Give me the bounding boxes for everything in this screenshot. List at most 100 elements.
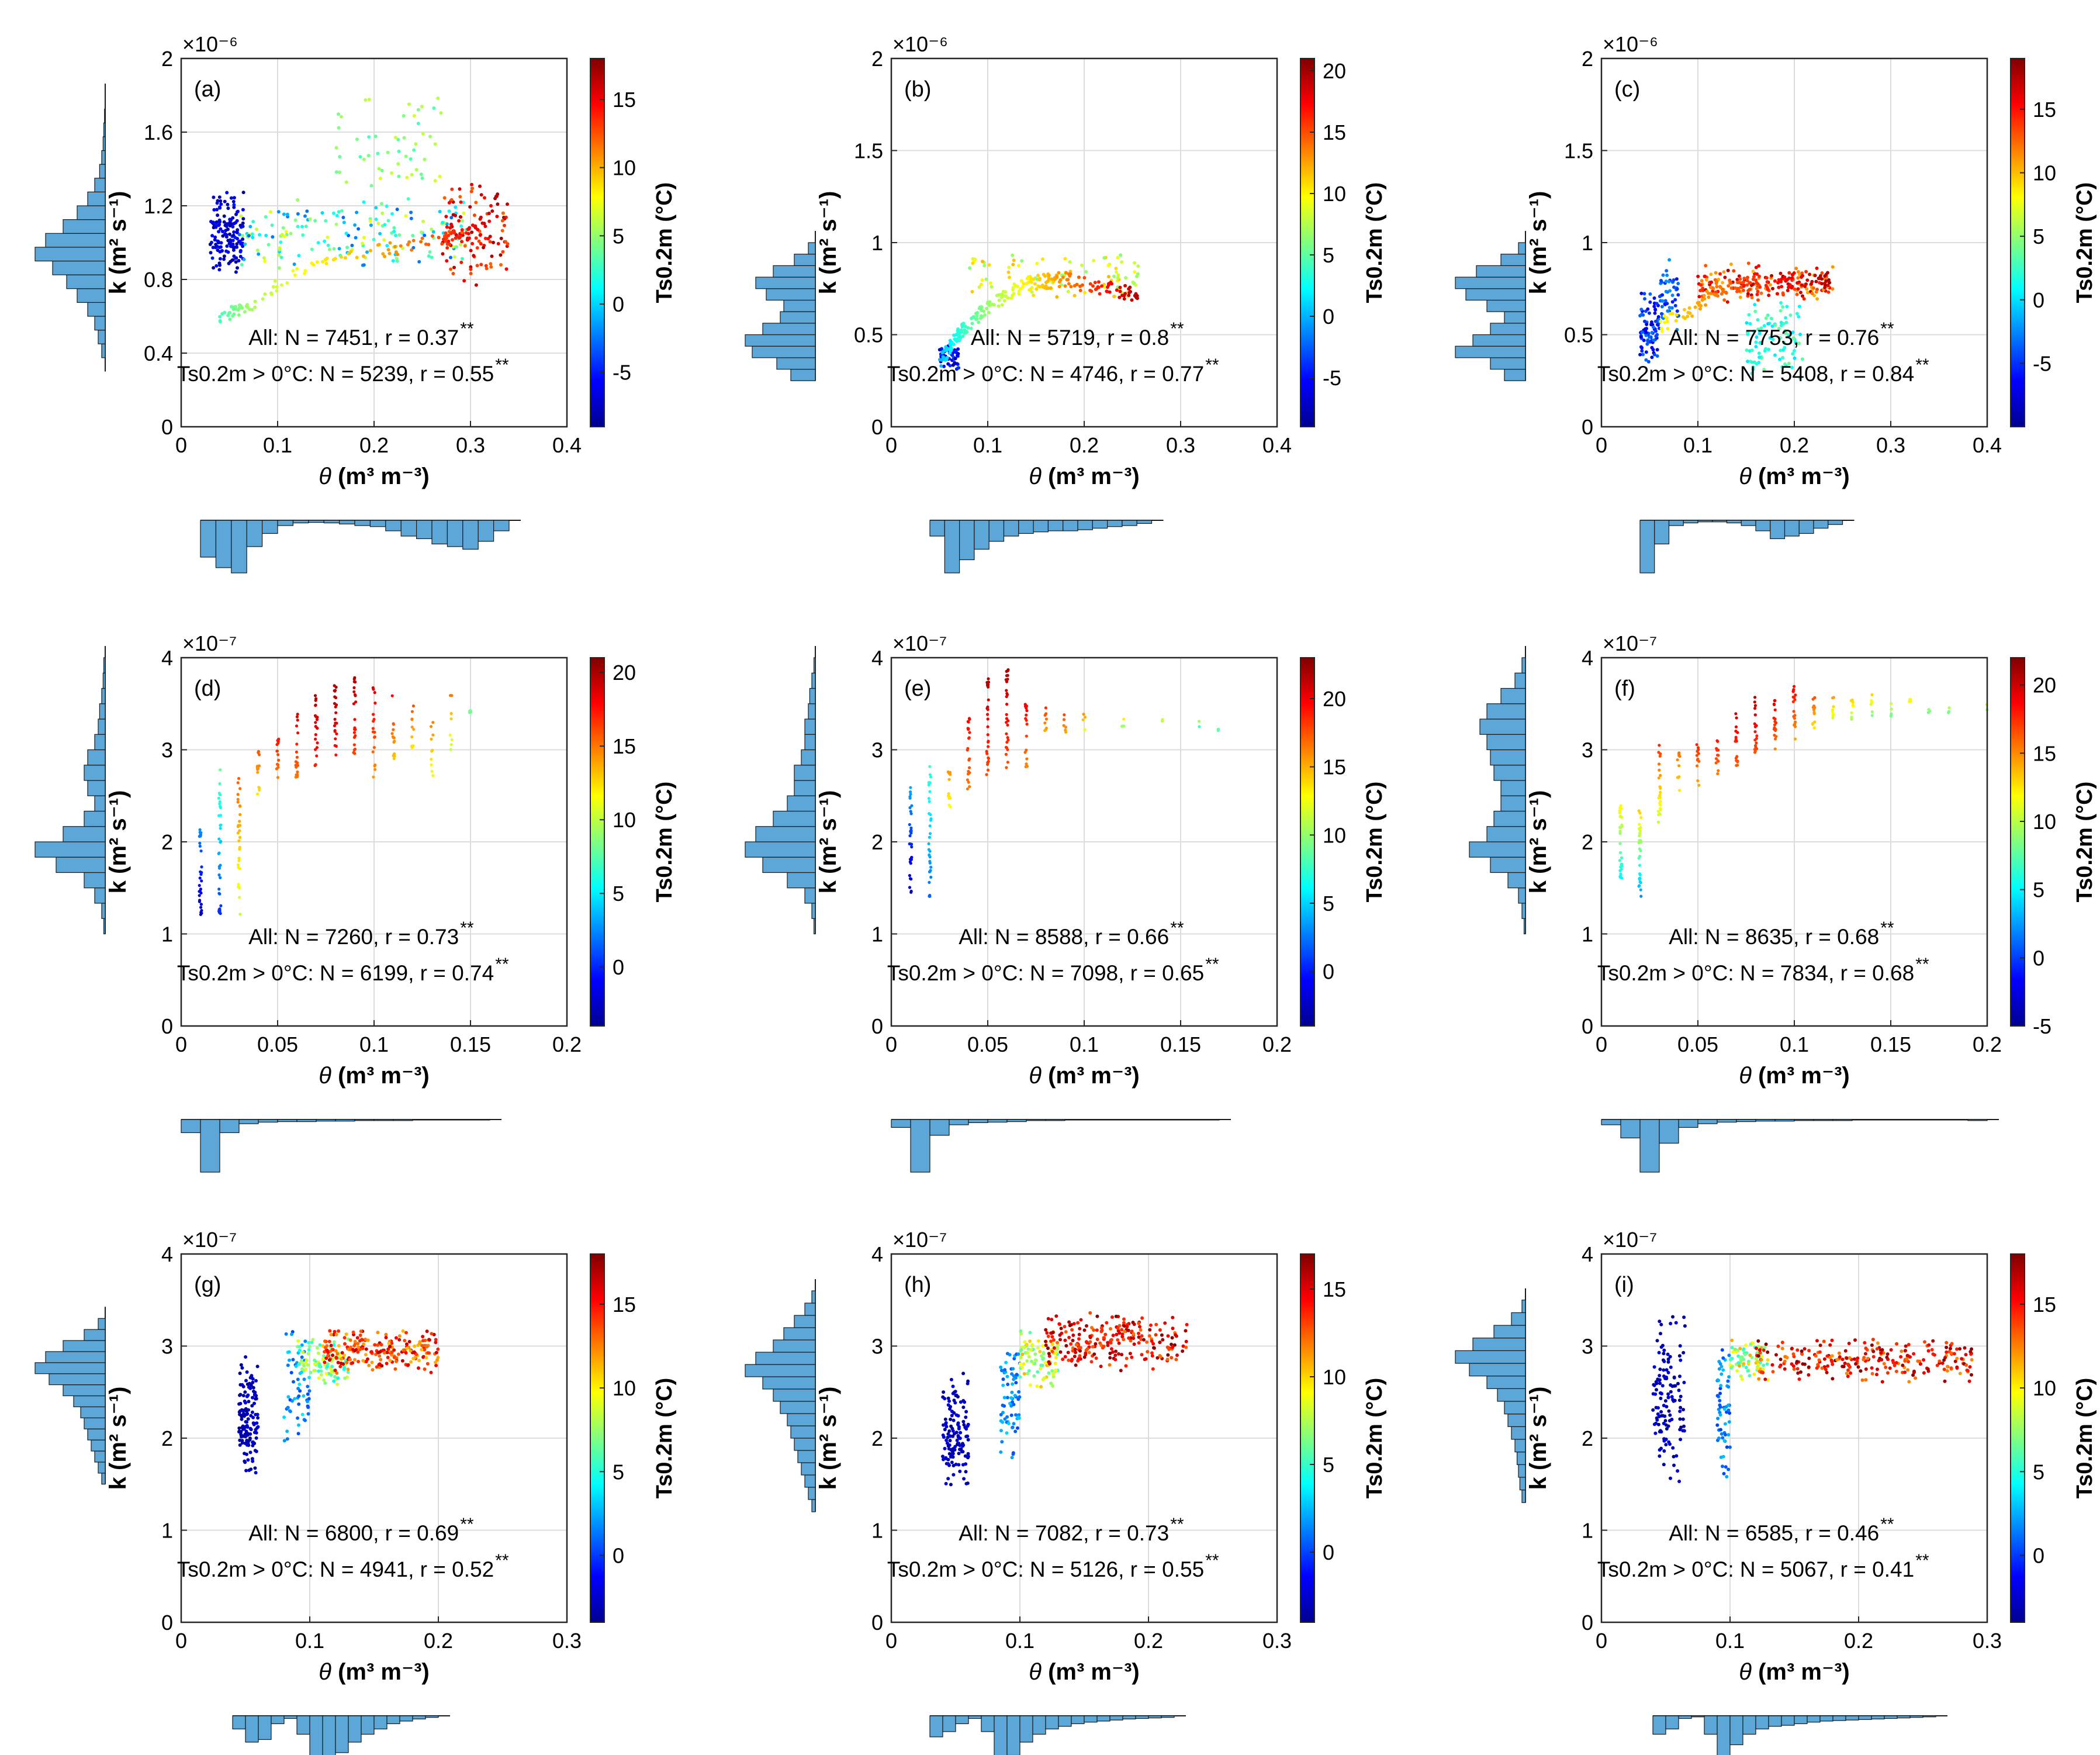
data-point — [1745, 330, 1749, 334]
data-point — [317, 1376, 321, 1380]
x-histogram-bar — [1639, 1119, 1660, 1173]
data-point — [1746, 275, 1749, 279]
data-point — [1054, 1314, 1058, 1318]
data-point — [986, 300, 990, 304]
y-tick-label: 1 — [1582, 231, 1593, 255]
data-point — [1797, 1377, 1801, 1381]
data-point — [403, 1339, 407, 1343]
data-point — [1704, 278, 1708, 282]
y-histogram-bar — [1490, 357, 1526, 370]
data-point — [277, 266, 281, 270]
data-point — [1025, 1350, 1029, 1355]
y-histogram-bar — [98, 718, 106, 735]
data-point — [392, 1348, 396, 1352]
x-histogram-bar — [1832, 1119, 1853, 1121]
data-point — [1618, 811, 1621, 814]
data-point — [232, 205, 236, 209]
data-point — [1618, 807, 1622, 810]
data-point — [937, 348, 942, 352]
data-point — [1748, 322, 1752, 326]
data-point — [329, 1370, 333, 1374]
colorbar-tick-label: 0 — [613, 292, 624, 316]
data-point — [1682, 1315, 1686, 1319]
data-point — [960, 324, 964, 329]
x-tick-label: 0 — [1596, 1629, 1607, 1653]
data-point — [1791, 352, 1795, 356]
colorbar-tick-label: 0 — [1323, 1540, 1334, 1564]
x-histogram-bar — [1096, 1715, 1110, 1722]
data-point — [297, 1394, 301, 1398]
data-point — [1044, 1339, 1048, 1343]
data-point — [1797, 315, 1801, 319]
x-histogram-bar — [277, 1119, 297, 1122]
stats-all: All: N = 7260, r = 0.73 — [248, 925, 459, 949]
y-histogram-bar — [790, 368, 816, 381]
panel-label: (f) — [1614, 676, 1635, 701]
x-axis-label: θ (m³ m⁻³) — [1739, 1659, 1849, 1685]
data-point — [219, 814, 223, 817]
data-point — [1118, 1324, 1122, 1328]
data-point — [1812, 711, 1816, 714]
data-point — [1039, 1363, 1043, 1367]
data-point — [1909, 700, 1912, 703]
data-point — [1700, 279, 1704, 283]
data-point — [313, 694, 317, 697]
data-point — [1028, 1339, 1032, 1343]
colorbar-tick-label: 0 — [613, 955, 624, 979]
data-point — [1734, 1350, 1738, 1354]
data-point — [406, 1363, 410, 1367]
data-point — [294, 764, 297, 767]
data-point — [327, 1339, 331, 1343]
data-point — [1817, 1358, 1821, 1362]
data-point — [1108, 1356, 1112, 1360]
data-point — [1670, 300, 1675, 304]
data-point — [1755, 292, 1759, 296]
data-point — [225, 191, 229, 195]
colorbar-tick-label: 15 — [2033, 741, 2056, 765]
data-point — [999, 1450, 1003, 1454]
data-point — [1766, 287, 1770, 291]
data-point — [1743, 1352, 1747, 1356]
data-point — [424, 1343, 428, 1348]
data-point — [1715, 285, 1719, 289]
data-point — [1033, 282, 1037, 286]
data-point — [1074, 1350, 1078, 1355]
data-point — [1822, 1339, 1826, 1343]
data-point — [1027, 1355, 1031, 1359]
x-axis-label: θ (m³ m⁻³) — [319, 464, 429, 489]
data-point — [1800, 271, 1804, 275]
data-point — [967, 758, 971, 762]
data-point — [1127, 293, 1131, 298]
data-point — [1005, 732, 1008, 735]
data-point — [342, 1336, 347, 1340]
data-point — [951, 1384, 955, 1388]
data-point — [1697, 752, 1700, 755]
data-point — [1052, 1346, 1056, 1350]
data-point — [469, 267, 473, 271]
x-histogram-bar — [245, 1715, 259, 1743]
data-point — [1787, 285, 1791, 289]
x-histogram-bar — [354, 520, 371, 526]
data-point — [1764, 1342, 1768, 1346]
y-histogram-bar — [1476, 265, 1526, 278]
x-histogram-bar — [1717, 1119, 1737, 1123]
data-point — [1020, 259, 1024, 263]
data-point — [1701, 297, 1705, 301]
data-point — [966, 778, 969, 782]
data-point — [1656, 1422, 1660, 1426]
data-point — [1798, 291, 1803, 295]
data-point — [226, 250, 230, 254]
data-point — [234, 305, 238, 309]
x-histogram-bar — [1922, 1715, 1936, 1718]
data-point — [1077, 275, 1081, 279]
data-point — [428, 250, 432, 254]
data-point — [909, 786, 912, 789]
x-tick-label: 0 — [1596, 433, 1607, 457]
data-point — [1777, 326, 1781, 330]
data-point — [1175, 1353, 1179, 1357]
data-point — [352, 690, 356, 693]
data-point — [1096, 280, 1101, 284]
data-point — [1725, 1475, 1729, 1478]
data-point — [285, 212, 289, 216]
data-point — [232, 254, 236, 258]
